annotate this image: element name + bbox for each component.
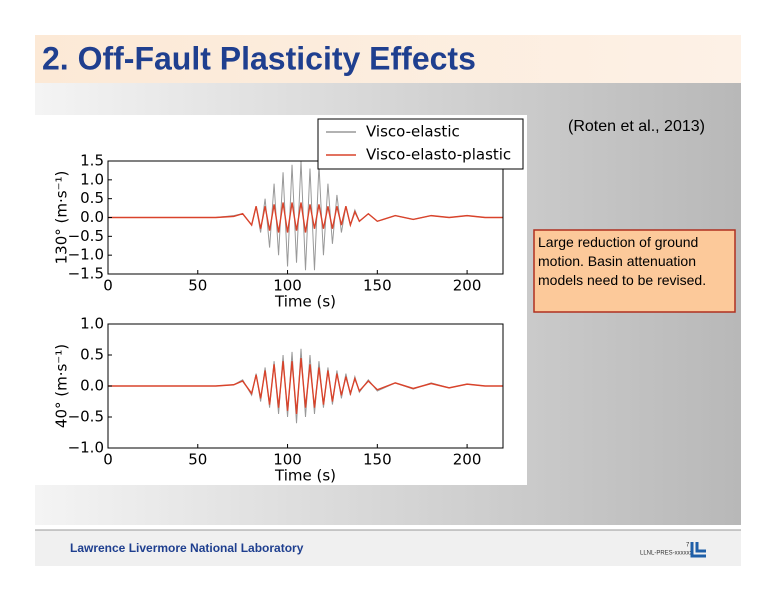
x-axis-label: Time (s) [274, 467, 336, 485]
x-tick-label: 150 [363, 451, 392, 469]
x-axis-label: Time (s) [274, 293, 336, 311]
x-tick-label: 50 [188, 451, 207, 469]
logo [690, 542, 706, 558]
legend-label: Visco-elastic [366, 123, 460, 141]
y-tick-label: −1.0 [68, 246, 104, 264]
y-tick-label: −0.5 [68, 227, 104, 245]
footer-band [35, 530, 741, 566]
report-code: LLNL-PRES-xxxxxx [640, 551, 693, 557]
y-tick-label: −1.0 [68, 439, 104, 457]
x-tick-label: 150 [363, 277, 392, 295]
citation: (Roten et al., 2013) [568, 118, 705, 135]
legend-box [317, 118, 524, 170]
y-tick-label: 0.0 [80, 208, 104, 226]
y-tick-label: 0.5 [80, 189, 104, 207]
slide-title: 2. Off-Fault Plasticity Effects [42, 40, 476, 76]
y-axis-label: 40° (m·s⁻¹) [53, 344, 71, 428]
x-tick-label: 0 [103, 451, 113, 469]
note: Large reduction of ground motion. Basin … [538, 234, 707, 288]
y-tick-label: 1.5 [80, 152, 104, 170]
series-line [108, 202, 503, 233]
y-tick-label: 0.5 [80, 346, 104, 364]
figure-bg [35, 115, 527, 485]
x-tick-label: 50 [188, 277, 207, 295]
x-tick-label: 200 [453, 277, 482, 295]
note-box [533, 229, 736, 313]
title-band [35, 35, 741, 83]
y-tick-label: 1.0 [80, 170, 104, 188]
page-number: 7 [686, 543, 690, 549]
y-tick-label: −0.5 [68, 408, 104, 426]
note-wrap: Large reduction of ground motion. Basin … [538, 234, 707, 288]
x-tick-label: 200 [453, 451, 482, 469]
legend-label: Visco-elasto-plastic [366, 146, 511, 164]
x-tick-label: 0 [103, 277, 113, 295]
series-line [108, 358, 503, 414]
y-tick-label: 1.0 [80, 315, 104, 333]
y-axis-label: 130° (m·s⁻¹) [53, 171, 71, 265]
x-tick-label: 100 [273, 451, 302, 469]
y-tick-label: −1.5 [68, 265, 104, 283]
x-tick-label: 100 [273, 277, 302, 295]
y-tick-label: 0.0 [80, 377, 104, 395]
footer-lab: Lawrence Livermore National Laboratory [70, 541, 304, 555]
